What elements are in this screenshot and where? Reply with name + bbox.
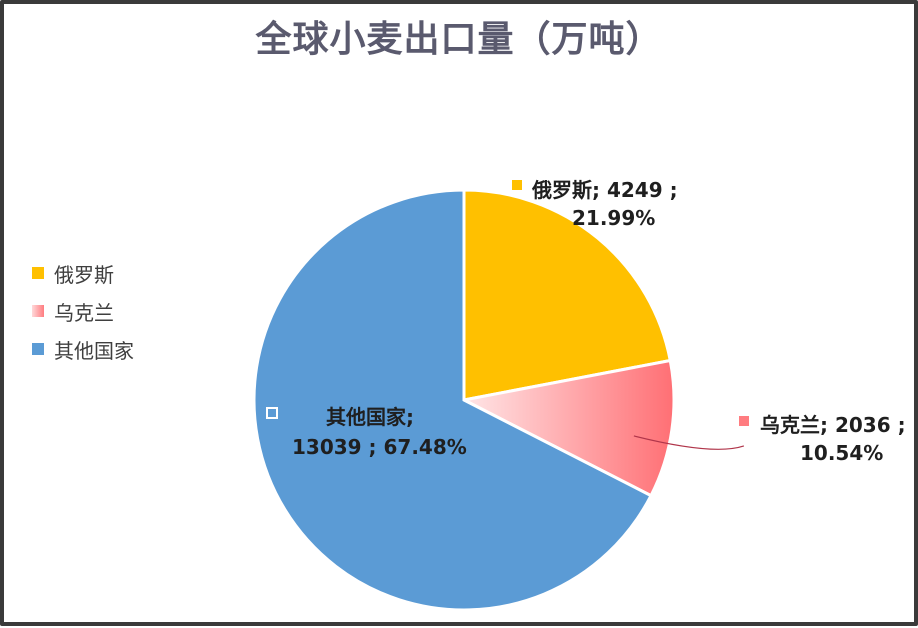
leader-line-ukraine <box>633 435 745 450</box>
slice-ukraine <box>459 358 676 498</box>
chart-title: 全球小麦出口量（万吨） <box>255 19 663 60</box>
legend-item-ukraine: 乌克兰 <box>32 292 134 330</box>
data-label-others-line1: 其他国家; <box>326 405 414 429</box>
legend-swatch-russia <box>32 267 44 279</box>
data-label-ukraine-line1: 乌克兰; 2036 ; <box>760 413 906 437</box>
data-label-key-russia <box>512 180 522 190</box>
legend-item-others: 其他国家 <box>32 330 134 368</box>
legend-item-russia: 俄罗斯 <box>32 254 134 292</box>
data-label-russia-line2: 21.99% <box>572 206 655 230</box>
legend-label-ukraine: 乌克兰 <box>54 300 114 325</box>
legend-label-russia: 俄罗斯 <box>54 262 114 287</box>
pie-chart: 俄罗斯; 4249 ; 21.99% 乌克兰; 2036 ; 10.54% 其他国家; 1… <box>252 178 906 612</box>
legend: 俄罗斯 乌克兰 其他国家 <box>32 254 134 368</box>
data-label-others-line2: 13039 ; 67.48% <box>292 435 467 459</box>
data-label-russia-line1: 俄罗斯; 4249 ; <box>531 178 678 202</box>
slice-russia <box>462 188 673 402</box>
legend-label-others: 其他国家 <box>54 338 134 363</box>
slice-others <box>252 188 653 612</box>
legend-swatch-ukraine <box>32 305 44 317</box>
data-label-ukraine-line2: 10.54% <box>800 441 883 465</box>
legend-swatch-others <box>32 343 44 355</box>
data-label-key-ukraine <box>739 416 749 426</box>
data-label-key-others <box>266 407 278 419</box>
